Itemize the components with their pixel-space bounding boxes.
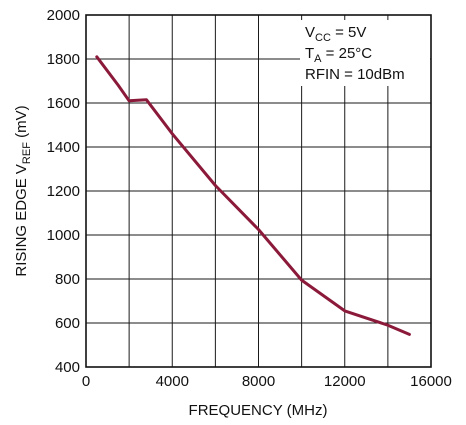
conditions-annotation: VCC = 5V TA = 25°C RFIN = 10dBm	[300, 20, 430, 86]
x-tick-label: 8000	[242, 373, 275, 390]
y-tick-label: 1400	[47, 139, 80, 156]
y-axis-title-prefix: RISING EDGE V	[13, 164, 30, 277]
series-line-0	[95, 55, 411, 336]
series-layer	[95, 55, 411, 336]
annotation-rfin: RFIN = 10dBm	[305, 66, 405, 83]
plot-frame	[85, 14, 432, 368]
y-axis-title-suffix: (mV)	[13, 105, 30, 142]
x-tick-label: 0	[82, 373, 90, 390]
y-axis-title: RISING EDGE VREF (mV)	[13, 105, 33, 276]
x-tick-label: 4000	[156, 373, 189, 390]
x-tick-label: 12000	[324, 373, 366, 390]
y-tick-label: 2000	[47, 7, 80, 24]
x-axis-title: FREQUENCY (MHz)	[189, 402, 328, 419]
y-tick-label: 1000	[47, 227, 80, 244]
annotation-vcc: VCC = 5V	[305, 24, 366, 44]
y-tick-label: 1600	[47, 95, 80, 112]
y-tick-label: 600	[55, 315, 80, 332]
tick-labels: 0 4000 8000 12000 16000 400 600 800 1000 1200 1400…	[47, 7, 452, 390]
x-tick-label: 16000	[410, 373, 452, 390]
y-tick-label: 400	[55, 359, 80, 376]
y-tick-label: 800	[55, 271, 80, 288]
annotation-ta: TA = 25°C	[305, 45, 372, 65]
y-axis-title-subscript: REF	[21, 142, 33, 164]
y-tick-label: 1800	[47, 51, 80, 68]
y-tick-label: 1200	[47, 183, 80, 200]
